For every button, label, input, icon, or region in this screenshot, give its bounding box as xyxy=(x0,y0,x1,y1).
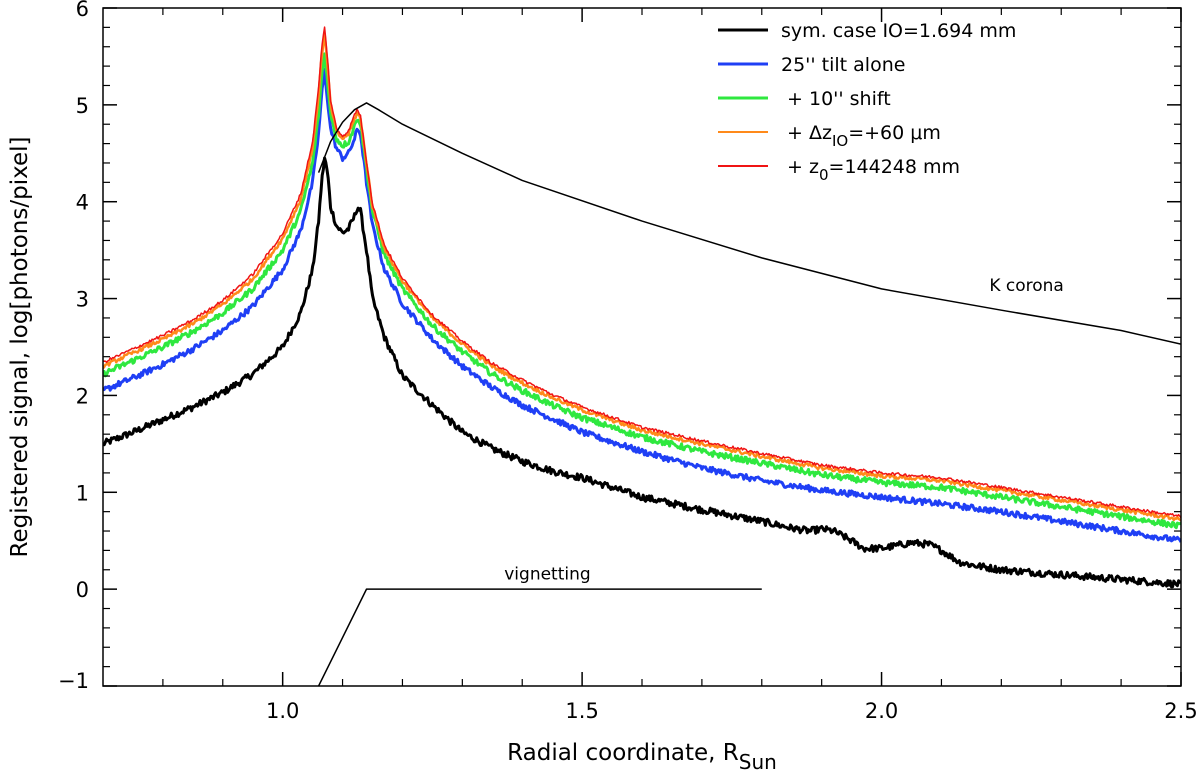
series-line-1 xyxy=(103,67,1181,543)
x-tick-label-2: 2.0 xyxy=(865,699,898,723)
legend-label-delta-z-prefix: + Δz xyxy=(781,122,832,144)
legend-label-z0-sub: 0 xyxy=(819,166,829,184)
legend-label-delta-z: + ΔzIO=+60 μm xyxy=(781,122,941,150)
legend-label-tilt-main: 25'' tilt alone xyxy=(781,54,905,76)
series-line-2 xyxy=(103,52,1181,530)
y-tick-label-0: −1 xyxy=(58,669,89,693)
series-layer xyxy=(103,26,1181,686)
tick-layer: 1.0 1.5 2.0 2.5 −1 0 1 2 3 4 5 6 xyxy=(58,0,1198,723)
legend-label-shift-main: + 10'' shift xyxy=(781,88,891,110)
x-tick-label-1: 1.5 xyxy=(565,699,598,723)
x-tick-label-0: 1.0 xyxy=(266,699,299,723)
series-line-6 xyxy=(317,588,762,686)
legend-label-delta-z-sub: IO xyxy=(832,132,848,150)
series-line-4 xyxy=(103,26,1181,519)
x-tick-label-3: 2.5 xyxy=(1164,699,1197,723)
legend-label-sym-case: sym. case IO=1.694 mm xyxy=(781,20,1016,42)
y-tick-label-6: 5 xyxy=(76,94,89,118)
legend-label-shift: + 10'' shift xyxy=(781,88,891,110)
series-line-5 xyxy=(317,102,1181,345)
y-tick-label-3: 2 xyxy=(76,384,89,408)
y-axis-title: Registered signal, log[photons/pixel] xyxy=(7,137,33,558)
y-tick-label-4: 3 xyxy=(76,288,89,312)
y-tick-label-1: 0 xyxy=(76,578,89,602)
series-line-3 xyxy=(103,32,1181,522)
y-tick-label-2: 1 xyxy=(76,481,89,505)
x-axis-title-main: Radial coordinate, R xyxy=(507,740,739,766)
legend-label-delta-z-suffix: =+60 μm xyxy=(848,122,941,144)
legend: sym. case IO=1.694 mm 25'' tilt alone + … xyxy=(718,20,1016,184)
legend-label-z0: + z0=144248 mm xyxy=(781,156,960,184)
legend-label-tilt: 25'' tilt alone xyxy=(781,54,905,76)
annotation-layer: K corona vignetting xyxy=(504,276,1064,585)
legend-label-z0-prefix: + z xyxy=(781,156,819,178)
y-tick-label-7: 6 xyxy=(76,0,89,21)
y-tick-label-5: 4 xyxy=(76,191,89,215)
annotation-k-corona: K corona xyxy=(989,276,1064,296)
legend-label-z0-suffix: =144248 mm xyxy=(829,156,961,178)
series-line-0 xyxy=(103,156,1181,589)
annotation-vignetting: vignetting xyxy=(504,564,590,584)
x-axis-title-sub: Sun xyxy=(739,750,777,774)
legend-label-sym-case-main: sym. case IO=1.694 mm xyxy=(781,20,1016,42)
x-axis-title: Radial coordinate, RSun xyxy=(507,740,777,774)
